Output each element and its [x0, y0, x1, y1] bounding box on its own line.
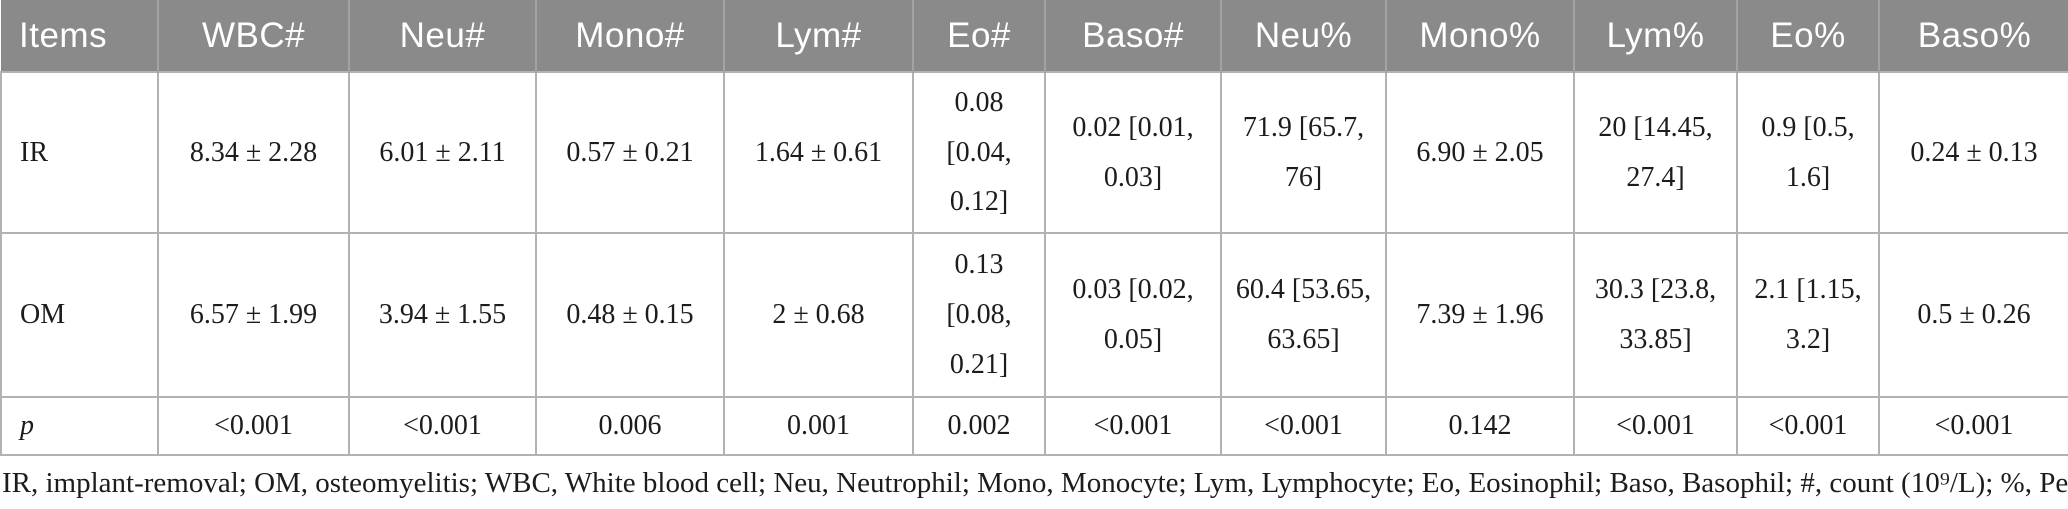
table-row-ir: IR 8.34 ± 2.28 6.01 ± 2.11 0.57 ± 0.21 1… [0, 71, 2068, 234]
cell-p-neu-count: <0.001 [348, 396, 537, 456]
column-header-mono-pct: Mono% [1385, 0, 1574, 72]
cell-ir-neu-count: 6.01 ± 2.11 [348, 71, 537, 234]
cell-ir-baso-pct: 0.24 ± 0.13 [1878, 71, 2068, 234]
cell-p-eo-pct: <0.001 [1736, 396, 1880, 456]
cell-om-baso-pct: 0.5 ± 0.26 [1878, 232, 2068, 398]
cell-ir-lym-count: 1.64 ± 0.61 [723, 71, 914, 234]
cell-om-wbc-count: 6.57 ± 1.99 [157, 232, 350, 398]
cell-om-neu-pct: 60.4 [53.65, 63.65] [1220, 232, 1387, 398]
cell-om-eo-count: 0.13 [0.08, 0.21] [912, 232, 1046, 398]
cell-p-lym-count: 0.001 [723, 396, 914, 456]
column-header-baso-count: Baso# [1044, 0, 1221, 72]
cell-p-baso-count: <0.001 [1044, 396, 1222, 456]
cell-ir-neu-pct: 71.9 [65.7, 76] [1220, 71, 1387, 234]
column-header-items: Items [1, 0, 158, 72]
column-header-neu-pct: Neu% [1220, 0, 1386, 72]
cell-ir-eo-count: 0.08 [0.04, 0.12] [912, 71, 1046, 234]
table-row-p-value: p <0.001 <0.001 0.006 0.001 0.002 <0.001… [0, 396, 2068, 456]
cell-p-mono-pct: 0.142 [1385, 396, 1575, 456]
cell-p-wbc-count: <0.001 [157, 396, 350, 456]
cell-om-neu-count: 3.94 ± 1.55 [348, 232, 537, 398]
column-header-mono-count: Mono# [535, 0, 724, 72]
column-header-eo-pct: Eo% [1736, 0, 1879, 72]
cell-p-eo-count: 0.002 [912, 396, 1046, 456]
column-header-baso-pct: Baso% [1878, 0, 2068, 72]
row-label-om: OM [0, 232, 159, 398]
cell-ir-mono-pct: 6.90 ± 2.05 [1385, 71, 1575, 234]
cell-ir-baso-count: 0.02 [0.01, 0.03] [1044, 71, 1222, 234]
row-label-p: p [0, 396, 159, 456]
column-header-neu-count: Neu# [348, 0, 536, 72]
column-header-wbc-count: WBC# [157, 0, 349, 72]
cell-p-baso-pct: <0.001 [1878, 396, 2068, 456]
cell-om-baso-count: 0.03 [0.02, 0.05] [1044, 232, 1222, 398]
row-label-ir: IR [0, 71, 159, 234]
column-header-lym-pct: Lym% [1573, 0, 1737, 72]
table-footnote: IR, implant-removal; OM, osteomyelitis; … [2, 467, 2068, 499]
cell-om-mono-count: 0.48 ± 0.15 [535, 232, 725, 398]
column-header-lym-count: Lym# [723, 0, 913, 72]
header-row: Items WBC# Neu# Mono# Lym# Eo# Baso# Neu… [1, 0, 2068, 72]
table-row-om: OM 6.57 ± 1.99 3.94 ± 1.55 0.48 ± 0.15 2… [0, 232, 2068, 398]
cell-p-mono-count: 0.006 [535, 396, 725, 456]
cell-ir-eo-pct: 0.9 [0.5, 1.6] [1736, 71, 1880, 234]
cell-ir-mono-count: 0.57 ± 0.21 [535, 71, 725, 234]
blood-count-comparison-table: Items WBC# Neu# Mono# Lym# Eo# Baso# Neu… [0, 0, 2068, 456]
cell-p-neu-pct: <0.001 [1220, 396, 1387, 456]
cell-ir-wbc-count: 8.34 ± 2.28 [157, 71, 350, 234]
cell-om-eo-pct: 2.1 [1.15, 3.2] [1736, 232, 1880, 398]
cell-om-lym-count: 2 ± 0.68 [723, 232, 914, 398]
cell-p-lym-pct: <0.001 [1573, 396, 1738, 456]
cell-om-lym-pct: 30.3 [23.8, 33.85] [1573, 232, 1738, 398]
column-header-eo-count: Eo# [912, 0, 1045, 72]
cell-ir-lym-pct: 20 [14.45, 27.4] [1573, 71, 1738, 234]
cell-om-mono-pct: 7.39 ± 1.96 [1385, 232, 1575, 398]
